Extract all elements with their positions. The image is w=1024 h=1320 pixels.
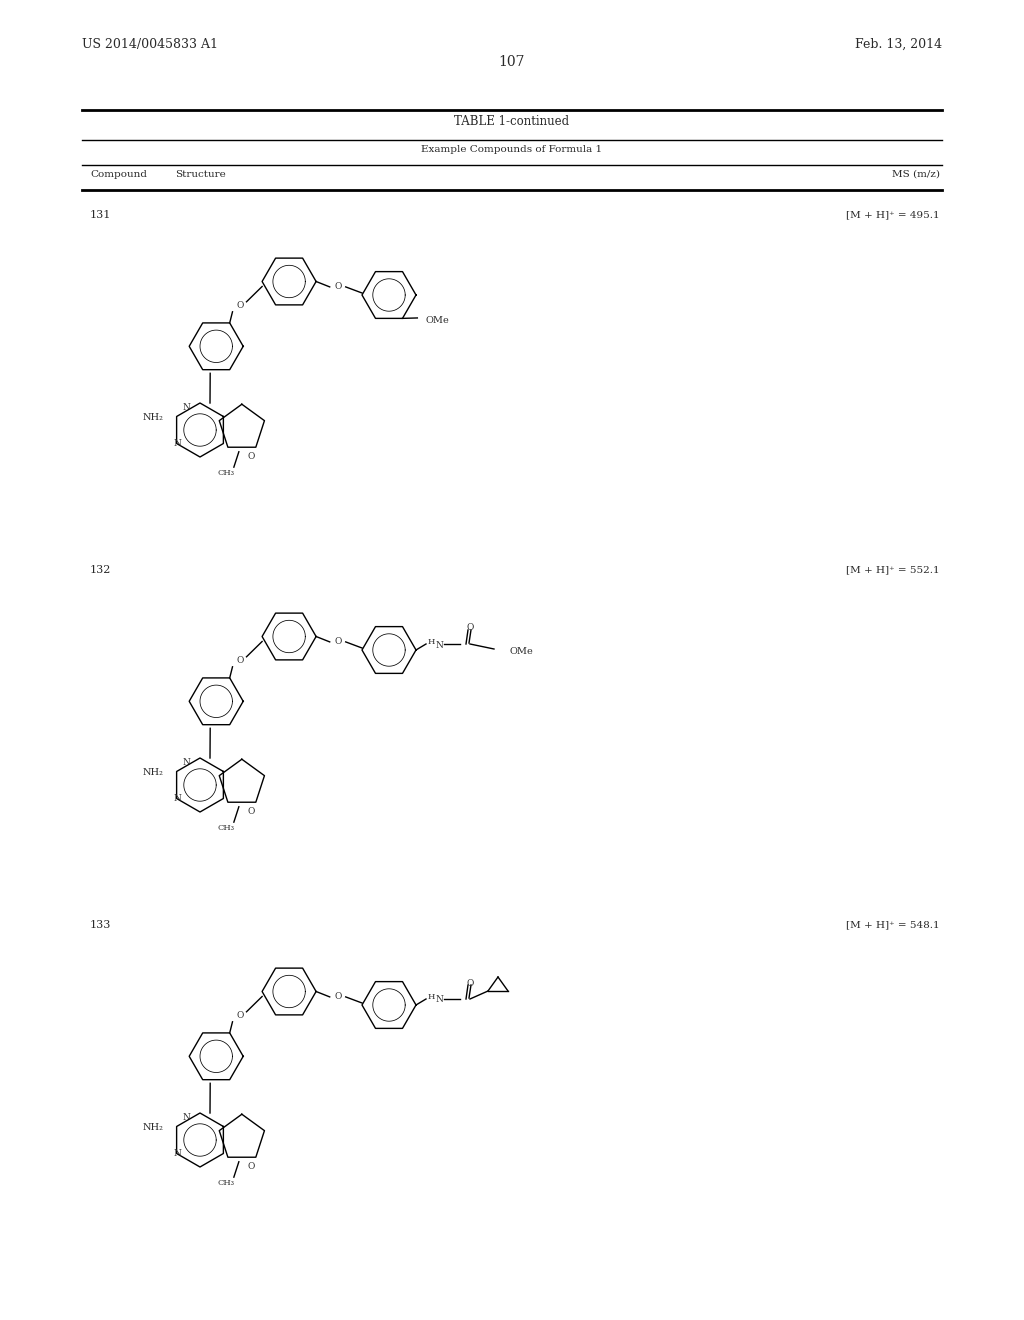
Text: OMe: OMe [510, 647, 534, 656]
Text: N: N [182, 758, 190, 767]
Text: Example Compounds of Formula 1: Example Compounds of Formula 1 [422, 145, 602, 154]
Text: O: O [237, 1011, 244, 1020]
Text: O: O [248, 1162, 255, 1171]
Text: 131: 131 [90, 210, 112, 220]
Text: O: O [334, 993, 341, 1002]
Text: NH₂: NH₂ [142, 1123, 163, 1133]
Text: O: O [334, 282, 341, 292]
Text: TABLE 1-continued: TABLE 1-continued [455, 115, 569, 128]
Text: O: O [466, 623, 474, 632]
Text: N: N [182, 403, 190, 412]
Text: [M + H]⁺ = 552.1: [M + H]⁺ = 552.1 [847, 565, 940, 574]
Text: US 2014/0045833 A1: US 2014/0045833 A1 [82, 38, 218, 51]
Text: [M + H]⁺ = 548.1: [M + H]⁺ = 548.1 [847, 920, 940, 929]
Text: H: H [428, 638, 435, 645]
Text: N: N [173, 795, 181, 803]
Text: Feb. 13, 2014: Feb. 13, 2014 [855, 38, 942, 51]
Text: N: N [436, 995, 443, 1005]
Text: CH₃: CH₃ [217, 1179, 234, 1187]
Text: CH₃: CH₃ [217, 824, 234, 832]
Text: O: O [237, 656, 244, 665]
Text: MS (m/z): MS (m/z) [892, 170, 940, 180]
Text: Compound: Compound [90, 170, 147, 180]
Text: [M + H]⁺ = 495.1: [M + H]⁺ = 495.1 [847, 210, 940, 219]
Text: N: N [173, 440, 181, 447]
Text: CH₃: CH₃ [217, 469, 234, 477]
Text: N: N [173, 1148, 181, 1158]
Text: NH₂: NH₂ [142, 413, 163, 422]
Text: 132: 132 [90, 565, 112, 576]
Text: O: O [248, 807, 255, 816]
Text: O: O [334, 638, 341, 647]
Text: N: N [182, 1113, 190, 1122]
Text: OMe: OMe [425, 317, 450, 325]
Text: NH₂: NH₂ [142, 768, 163, 777]
Text: O: O [248, 451, 255, 461]
Text: O: O [466, 978, 474, 987]
Text: Structure: Structure [175, 170, 225, 180]
Text: H: H [428, 993, 435, 1001]
Text: 107: 107 [499, 55, 525, 69]
Text: N: N [436, 640, 443, 649]
Text: 133: 133 [90, 920, 112, 931]
Text: O: O [237, 301, 244, 310]
